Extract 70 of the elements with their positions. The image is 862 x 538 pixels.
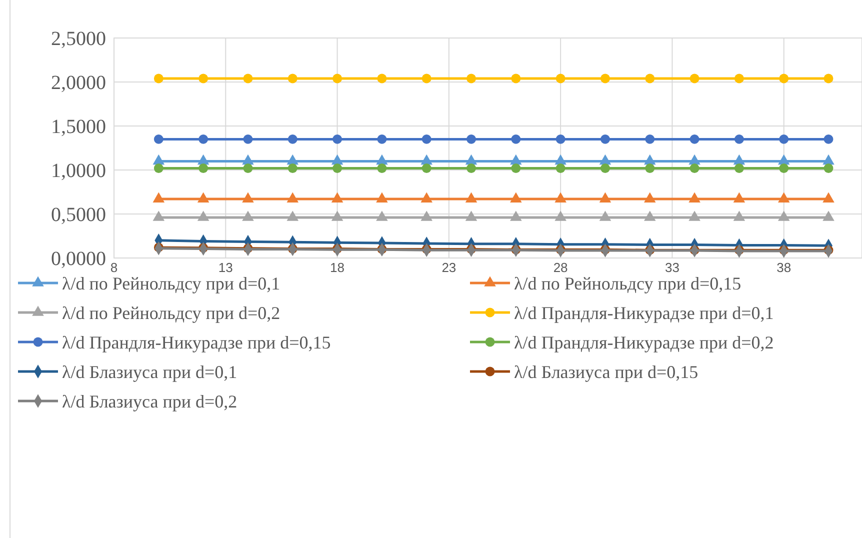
- x-tick-label: 23: [442, 260, 456, 275]
- x-tick-label: 33: [664, 260, 680, 275]
- legend-label: λ/d Блазиуса при d=0,1: [62, 362, 238, 382]
- point: [332, 74, 342, 84]
- point: [779, 164, 789, 173]
- legend-label: λ/d Блазиуса при d=0,15: [514, 362, 698, 382]
- point: [377, 134, 387, 144]
- x-tick-label: 38: [776, 260, 792, 275]
- point: [734, 74, 744, 84]
- point: [422, 134, 432, 144]
- y-tick-label: 1,5000: [51, 116, 106, 138]
- legend-label: λ/d Прандля-Никурадзе при d=0,15: [62, 332, 331, 352]
- point: [511, 164, 521, 173]
- point: [824, 134, 834, 144]
- x-tick-label: 8: [110, 260, 118, 275]
- point: [198, 164, 208, 173]
- point: [154, 74, 164, 84]
- y-tick-label: 0,0000: [51, 248, 106, 270]
- point: [466, 74, 476, 84]
- point: [198, 74, 208, 84]
- point: [511, 134, 521, 144]
- x-tick-label: 28: [553, 260, 568, 275]
- point: [779, 134, 789, 144]
- point: [690, 164, 700, 173]
- point: [243, 164, 253, 173]
- point: [600, 74, 610, 84]
- point: [466, 164, 476, 173]
- x-tick-label: 18: [330, 260, 345, 275]
- legend-label: λ/d Блазиуса при d=0,2: [62, 391, 238, 412]
- y-tick-label: 2,0000: [51, 72, 106, 94]
- point: [645, 164, 655, 173]
- point: [154, 164, 164, 173]
- legend-label: λ/d по Рейнольдсу при d=0,2: [62, 302, 280, 323]
- y-tick-label: 0,5000: [51, 204, 106, 226]
- point: [198, 134, 208, 144]
- point: [600, 134, 610, 144]
- y-tick-label: 1,0000: [51, 160, 106, 182]
- point: [556, 164, 566, 173]
- point: [645, 134, 655, 144]
- legend-label: λ/d по Рейнольдсу при d=0,1: [62, 273, 280, 294]
- point: [824, 164, 834, 173]
- point: [600, 164, 610, 173]
- point: [422, 74, 432, 84]
- point: [734, 164, 744, 173]
- point: [690, 74, 700, 84]
- point: [377, 164, 387, 173]
- point: [779, 74, 789, 84]
- point: [690, 134, 700, 144]
- point: [288, 74, 298, 84]
- point: [466, 134, 476, 144]
- point: [824, 74, 834, 84]
- point: [288, 134, 298, 144]
- point: [556, 134, 566, 144]
- point: [511, 74, 521, 84]
- point: [243, 134, 253, 144]
- point: [154, 134, 164, 144]
- legend-label: λ/d по Рейнольдсу при d=0,15: [514, 273, 742, 294]
- point: [243, 74, 253, 84]
- y-tick-label: 2,5000: [51, 28, 106, 50]
- point: [422, 164, 432, 173]
- x-tick-label: 13: [218, 260, 233, 275]
- point: [332, 164, 342, 173]
- point: [645, 74, 655, 84]
- legend-label: λ/d Прандля-Никурадзе при d=0,1: [514, 302, 774, 323]
- point: [332, 134, 342, 144]
- point: [377, 74, 387, 84]
- legend-label: λ/d Прандля-Никурадзе при d=0,2: [514, 332, 774, 352]
- point: [288, 164, 298, 173]
- point: [734, 134, 744, 144]
- point: [556, 74, 566, 84]
